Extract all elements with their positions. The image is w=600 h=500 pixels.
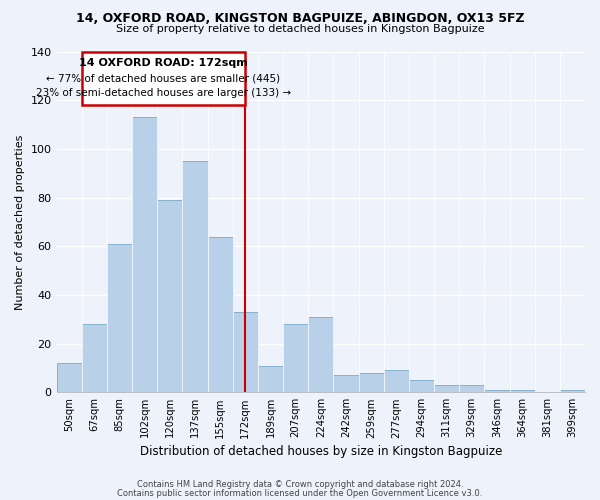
Bar <box>283 324 308 392</box>
X-axis label: Distribution of detached houses by size in Kingston Bagpuize: Distribution of detached houses by size … <box>140 444 502 458</box>
Bar <box>132 117 157 392</box>
Bar <box>107 244 132 392</box>
Text: ← 77% of detached houses are smaller (445): ← 77% of detached houses are smaller (44… <box>46 74 281 84</box>
Text: Contains HM Land Registry data © Crown copyright and database right 2024.: Contains HM Land Registry data © Crown c… <box>137 480 463 489</box>
Bar <box>509 390 535 392</box>
Y-axis label: Number of detached properties: Number of detached properties <box>15 134 25 310</box>
Text: Size of property relative to detached houses in Kingston Bagpuize: Size of property relative to detached ho… <box>116 24 484 34</box>
Bar <box>459 385 484 392</box>
Bar <box>56 363 82 392</box>
Bar <box>484 390 509 392</box>
Text: 14 OXFORD ROAD: 172sqm: 14 OXFORD ROAD: 172sqm <box>79 58 248 68</box>
FancyBboxPatch shape <box>82 52 245 105</box>
Bar <box>258 366 283 392</box>
Bar <box>334 376 359 392</box>
Bar <box>359 373 383 392</box>
Bar <box>383 370 409 392</box>
Bar <box>82 324 107 392</box>
Bar <box>308 317 334 392</box>
Bar <box>182 161 208 392</box>
Bar <box>560 390 585 392</box>
Bar <box>409 380 434 392</box>
Text: 14, OXFORD ROAD, KINGSTON BAGPUIZE, ABINGDON, OX13 5FZ: 14, OXFORD ROAD, KINGSTON BAGPUIZE, ABIN… <box>76 12 524 26</box>
Bar <box>434 385 459 392</box>
Text: Contains public sector information licensed under the Open Government Licence v3: Contains public sector information licen… <box>118 488 482 498</box>
Bar <box>233 312 258 392</box>
Bar <box>157 200 182 392</box>
Text: 23% of semi-detached houses are larger (133) →: 23% of semi-detached houses are larger (… <box>36 88 291 99</box>
Bar <box>208 236 233 392</box>
